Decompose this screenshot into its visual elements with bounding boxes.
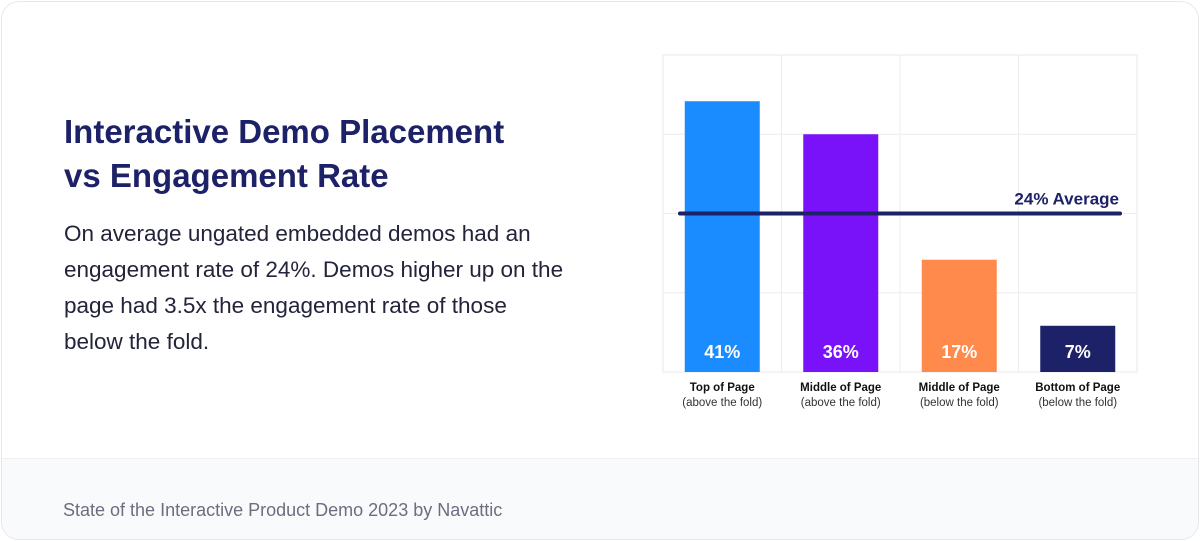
category-label: Bottom of Page	[1035, 382, 1120, 394]
category-sublabel: (above the fold)	[682, 397, 762, 409]
average-line-group: 24% Average	[678, 190, 1122, 216]
category-sublabel: (above the fold)	[801, 397, 881, 409]
bar	[684, 101, 760, 373]
bar	[1040, 325, 1116, 372]
description-text: On average ungated embedded demos had an…	[64, 221, 564, 354]
source-credit: State of the Interactive Product Demo 20…	[63, 500, 503, 520]
bar-value-label: 7%	[1065, 342, 1091, 362]
bar-value-label: 41%	[704, 342, 740, 362]
engagement-bar-chart: 41% 36% 17% 7% 24% Average Top of Page (abov…	[662, 54, 1138, 409]
title-line-1: Interactive Demo Placement	[64, 113, 505, 150]
chart-bars	[684, 101, 1116, 373]
category-sublabel: (below the fold)	[920, 397, 999, 409]
title-line-2: vs Engagement Rate	[64, 157, 389, 194]
bar	[803, 134, 879, 372]
category-label: Middle of Page	[800, 382, 881, 394]
category-label: Middle of Page	[919, 382, 1000, 394]
chart-category-labels: Top of Page (above the fold) Middle of Pag…	[682, 382, 1120, 409]
category-label: Top of Page	[690, 382, 755, 394]
bar-value-label: 17%	[941, 342, 977, 362]
bar-value-label: 36%	[823, 342, 859, 362]
bar	[921, 259, 997, 372]
page-title: Interactive Demo Placement vs Engagement…	[64, 110, 584, 198]
footer: State of the Interactive Product Demo 20…	[2, 458, 1198, 539]
average-label: 24% Average	[1014, 190, 1119, 209]
category-sublabel: (below the fold)	[1038, 397, 1117, 409]
chart-value-labels: 41% 36% 17% 7%	[704, 342, 1091, 362]
